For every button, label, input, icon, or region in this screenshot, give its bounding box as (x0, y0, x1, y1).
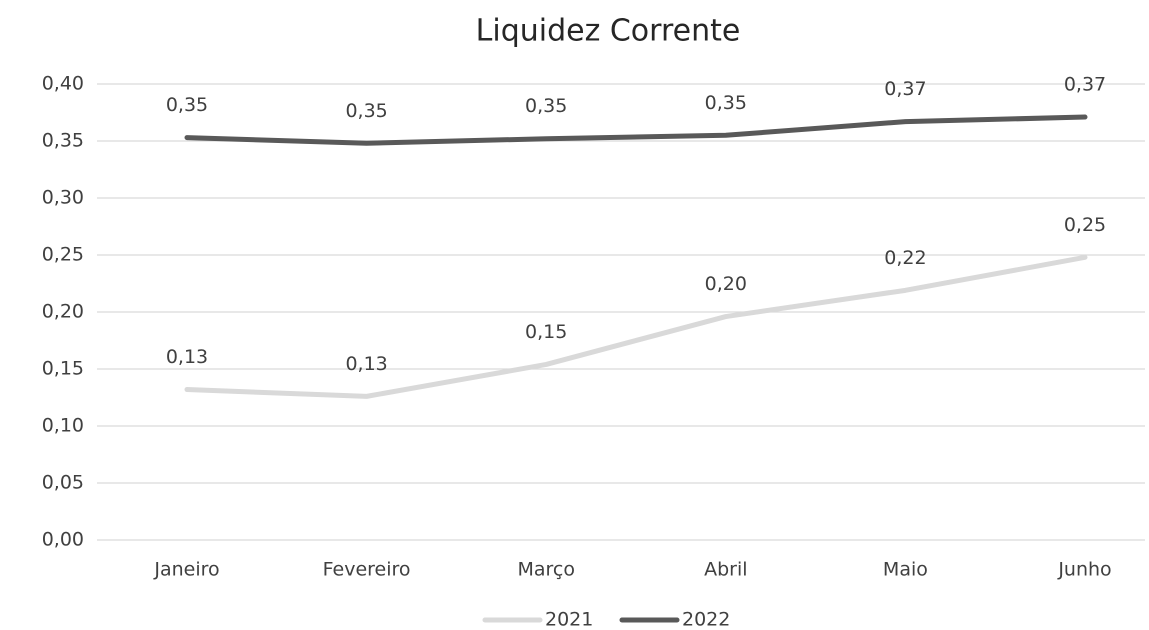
x-tick-label: Fevereiro (323, 559, 411, 581)
data-label: 0,13 (345, 353, 387, 375)
data-label: 0,35 (345, 100, 387, 122)
y-tick-label: 0,15 (42, 358, 84, 380)
chart-title: Liquidez Corrente (476, 14, 741, 49)
data-label: 0,37 (1064, 74, 1106, 96)
x-tick-label: Junho (1057, 559, 1111, 581)
x-tick-label: Abril (704, 559, 747, 581)
data-label: 0,20 (705, 273, 747, 295)
legend-label: 2021 (545, 609, 593, 630)
y-tick-label: 0,00 (42, 529, 84, 551)
y-tick-label: 0,30 (42, 187, 84, 209)
y-tick-label: 0,10 (42, 415, 84, 437)
y-tick-label: 0,20 (42, 301, 84, 323)
y-tick-label: 0,35 (42, 130, 84, 152)
legend-label: 2022 (682, 609, 730, 630)
line (184, 254, 1088, 399)
data-label: 0,35 (525, 95, 567, 117)
x-tick-label: Janeiro (153, 559, 219, 581)
y-tick-label: 0,05 (42, 472, 84, 494)
data-label: 0,22 (884, 247, 926, 269)
data-label: 0,37 (884, 78, 926, 100)
x-tick-label: Março (517, 559, 575, 581)
line (184, 114, 1088, 146)
x-tick-label: Maio (883, 559, 928, 581)
y-tick-label: 0,40 (42, 73, 84, 95)
data-label: 0,35 (166, 94, 208, 116)
data-label: 0,25 (1064, 214, 1106, 236)
data-label: 0,15 (525, 321, 567, 343)
data-label: 0,13 (166, 346, 208, 368)
data-label: 0,35 (705, 92, 747, 114)
y-tick-label: 0,25 (42, 244, 84, 266)
